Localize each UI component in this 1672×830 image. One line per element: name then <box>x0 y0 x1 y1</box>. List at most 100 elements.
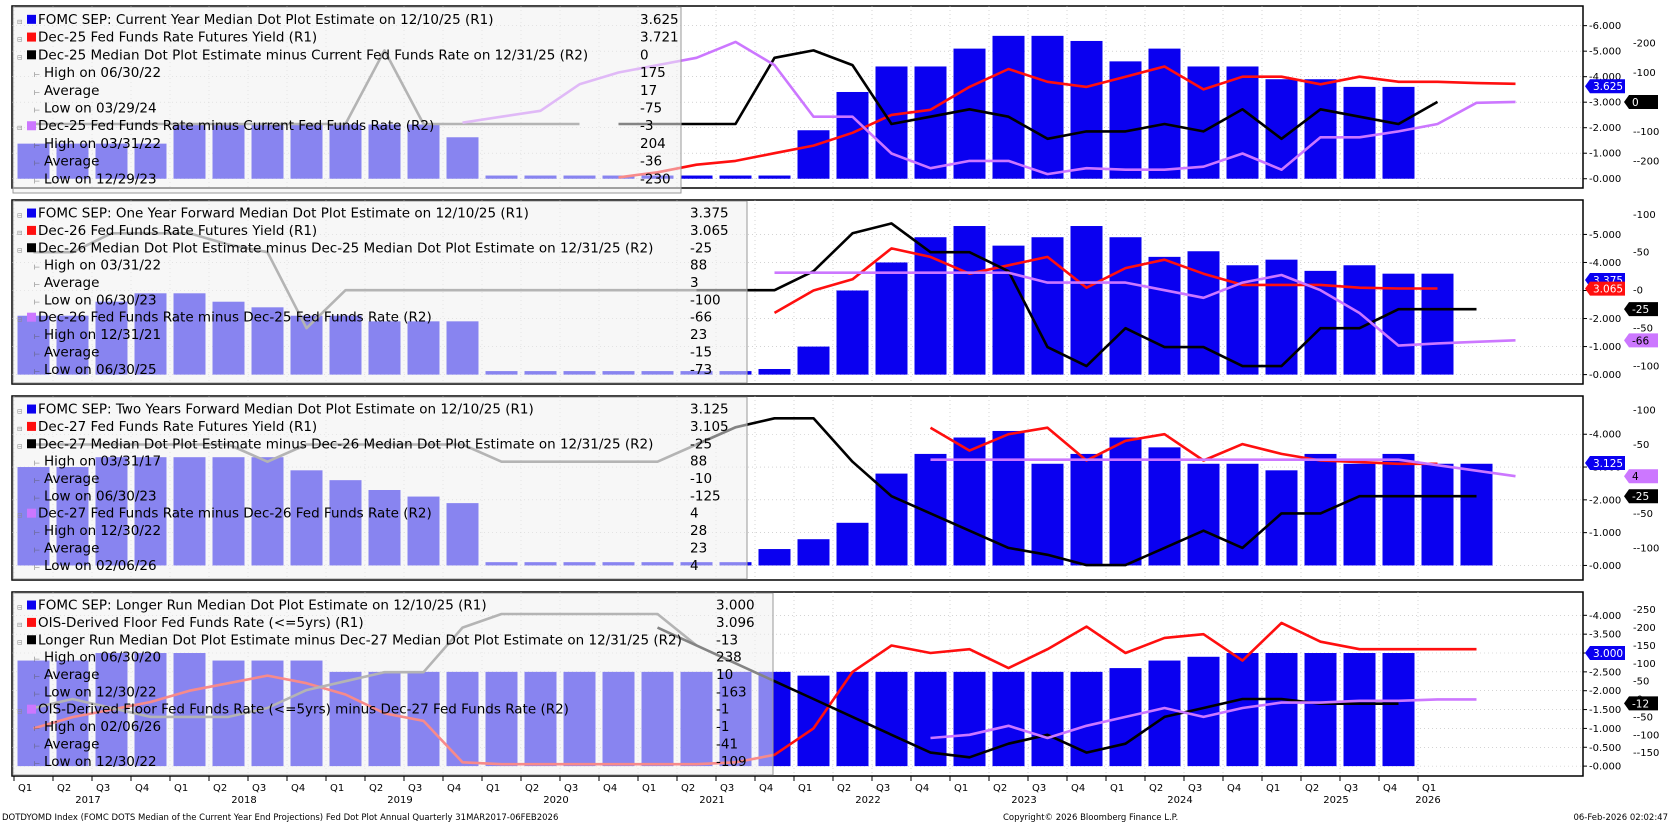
legend-value: 3.105 <box>690 419 729 435</box>
legend-value: -1 <box>716 702 729 718</box>
legend-label: OIS-Derived Floor Fed Funds Rate (<=5yrs… <box>38 702 569 718</box>
legend-expand-icon: ⊟ <box>17 425 22 433</box>
x-quarter-label: Q1 <box>486 783 500 794</box>
x-quarter-label: Q4 <box>1071 783 1085 794</box>
value-tag <box>1624 469 1658 484</box>
legend-row: ⊟ Dec-26 Median Dot Plot Estimate minus D… <box>17 240 712 256</box>
legend-value: -41 <box>716 736 738 752</box>
legend-label: Dec-25 Fed Funds Rate Futures Yield (R1) <box>38 30 317 46</box>
legend-label: Dec-25 Median Dot Plot Estimate minus Cu… <box>38 47 588 63</box>
r2-tick-label: -100 <box>1633 406 1656 417</box>
legend-row: ⊟ FOMC SEP: One Year Forward Median Dot P… <box>17 206 729 222</box>
x-quarter-label: Q2 <box>993 783 1007 794</box>
legend-label: FOMC SEP: Longer Run Median Dot Plot Est… <box>38 598 487 614</box>
x-quarter-label: Q4 <box>915 783 929 794</box>
r1-tick-label: -3.500 <box>1589 630 1621 641</box>
legend-expand-icon: ⊟ <box>17 621 22 629</box>
legend-swatch-blue <box>27 600 36 610</box>
legend-label: High on 06/30/22 <box>44 65 161 81</box>
x-year-label: 2017 <box>75 795 100 806</box>
legend-label: Dec-25 Fed Funds Rate minus Current Fed … <box>38 118 434 134</box>
legend-value: -1 <box>716 719 729 735</box>
series-line-black <box>656 626 1399 759</box>
bar <box>1421 463 1454 566</box>
r2-tick-label: -100 <box>1633 659 1656 670</box>
bar <box>1382 453 1415 566</box>
r1-tick-label: -0.000 <box>1589 561 1621 572</box>
chart-panels: ⊟ FOMC SEP: Current Year Median Dot Plot … <box>11 5 1659 777</box>
legend-row: ⊟ Dec-26 Fed Funds Rate minus Dec-25 Fed … <box>17 310 712 326</box>
value-tag-label: -25 <box>1632 491 1649 503</box>
legend-expand-icon: ⊟ <box>17 246 22 254</box>
r1-tick-label: -0.000 <box>1589 174 1621 185</box>
legend: ⊟ FOMC SEP: Two Years Forward Median Dot … <box>12 396 748 580</box>
legend-stat-glyph: ⊢ <box>34 89 40 97</box>
bar <box>1304 79 1337 179</box>
legend-value: 3 <box>690 275 699 291</box>
legend-value: -109 <box>716 754 747 770</box>
legend-stat-glyph: ⊢ <box>34 725 40 733</box>
bar <box>758 549 791 566</box>
legend-label: Dec-26 Fed Funds Rate minus Dec-25 Fed F… <box>38 310 432 326</box>
x-year-label: 2021 <box>699 795 724 806</box>
value-tag-label: 3.000 <box>1593 648 1623 660</box>
legend-label: High on 12/31/21 <box>44 327 161 343</box>
legend-value: -13 <box>716 632 738 648</box>
legend-stat-glyph: ⊢ <box>34 760 40 768</box>
r1-tick-label: -5.000 <box>1589 230 1621 241</box>
legend-stat-glyph: ⊢ <box>34 460 40 468</box>
x-quarter-label: Q2 <box>1305 783 1319 794</box>
r2-tick-label: --100 <box>1633 127 1659 138</box>
x-quarter-label: Q1 <box>1422 783 1436 794</box>
bar <box>797 130 830 179</box>
value-tag-label: 3.625 <box>1593 81 1623 93</box>
bar <box>719 175 752 179</box>
bar <box>992 35 1025 179</box>
legend-value: -230 <box>640 171 671 187</box>
legend-label: FOMC SEP: Current Year Median Dot Plot E… <box>38 12 494 28</box>
x-year-label: 2025 <box>1323 795 1348 806</box>
legend-row: ⊢ Low on 12/29/23 -230 <box>34 171 671 187</box>
series-line-black <box>618 49 1439 141</box>
legend-label: Low on 12/30/22 <box>44 754 157 770</box>
bar <box>758 368 791 375</box>
x-quarter-label: Q2 <box>837 783 851 794</box>
legend-value: -125 <box>690 488 721 504</box>
x-quarter-label: Q3 <box>96 783 110 794</box>
footer-source: DOTDYOMD Index (FOMC DOTS Median of the … <box>2 813 558 823</box>
legend-box <box>12 592 774 776</box>
legend-value: 204 <box>640 136 666 152</box>
legend-value: -73 <box>690 362 712 378</box>
legend-row: ⊢ Average 17 <box>34 83 657 99</box>
x-quarter-label: Q4 <box>759 783 773 794</box>
legend-value: 3.375 <box>690 206 729 222</box>
x-year-label: 2022 <box>855 795 880 806</box>
legend-row: ⊢ High on 12/30/22 28 <box>34 523 707 539</box>
legend-stat-glyph: ⊢ <box>34 160 40 168</box>
bar <box>1187 251 1220 375</box>
bar <box>1226 463 1259 566</box>
x-quarter-label: Q4 <box>603 783 617 794</box>
legend-value: 17 <box>640 83 657 99</box>
legend-label: Dec-27 Fed Funds Rate Futures Yield (R1) <box>38 419 317 435</box>
legend-label: Dec-27 Median Dot Plot Estimate minus De… <box>38 436 653 452</box>
legend-value: 0 <box>640 47 649 63</box>
legend-swatch-red <box>27 225 36 235</box>
bar <box>875 473 908 566</box>
value-tag-label: -66 <box>1632 335 1649 347</box>
legend-value: -75 <box>640 101 662 117</box>
x-quarter-label: Q3 <box>408 783 422 794</box>
r1-tick-label: -4.000 <box>1589 72 1621 83</box>
bar <box>1187 463 1220 566</box>
r2-tick-label: -150 <box>1633 641 1656 652</box>
bar <box>875 671 908 767</box>
x-quarter-label: Q3 <box>720 783 734 794</box>
legend-stat-glyph: ⊢ <box>34 690 40 698</box>
r2-tick-label: -50 <box>1633 440 1649 451</box>
legend-row: ⊢ High on 02/06/26 -1 <box>34 719 729 735</box>
legend: ⊟ FOMC SEP: One Year Forward Median Dot P… <box>12 200 748 384</box>
legend-expand-icon: ⊟ <box>17 124 22 132</box>
bar <box>1382 273 1415 375</box>
legend-expand-icon: ⊟ <box>17 53 22 61</box>
legend-stat-glyph: ⊢ <box>34 350 40 358</box>
